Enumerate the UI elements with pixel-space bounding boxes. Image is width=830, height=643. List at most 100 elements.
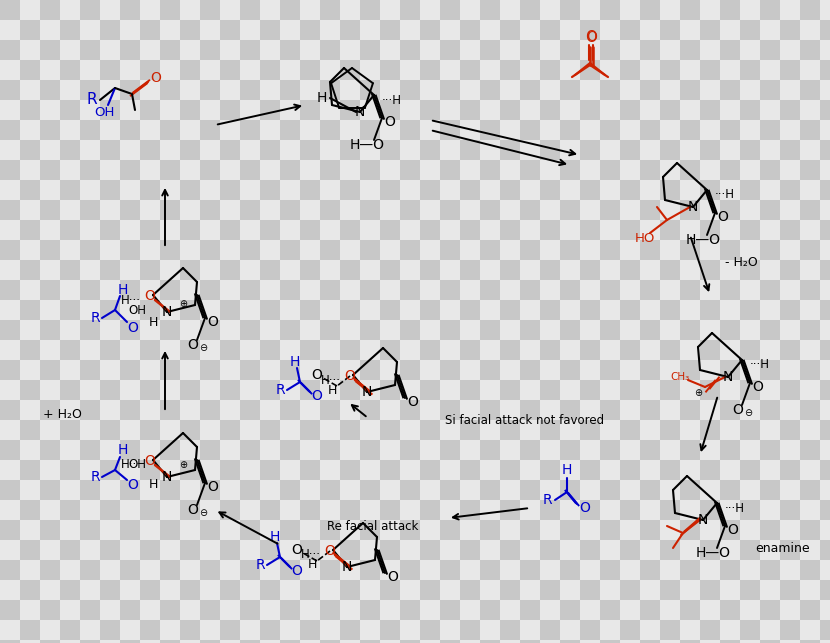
Bar — [200, 260, 220, 280]
Bar — [800, 380, 820, 400]
Bar — [540, 260, 560, 280]
Bar — [140, 640, 160, 643]
Bar — [280, 20, 300, 40]
Bar — [600, 240, 620, 260]
Text: O: O — [408, 395, 418, 409]
Bar — [140, 440, 160, 460]
Bar — [620, 620, 640, 640]
Bar — [780, 80, 800, 100]
Bar — [240, 380, 260, 400]
Bar — [220, 260, 240, 280]
Bar — [60, 380, 80, 400]
Bar — [480, 40, 500, 60]
Bar — [740, 200, 760, 220]
Bar — [700, 320, 720, 340]
Bar — [120, 300, 140, 320]
Bar — [320, 0, 340, 20]
Text: ⊖: ⊖ — [744, 408, 752, 418]
Bar — [300, 640, 320, 643]
Bar — [0, 480, 20, 500]
Bar — [60, 440, 80, 460]
Bar — [720, 60, 740, 80]
Bar — [0, 360, 20, 380]
Bar — [660, 300, 680, 320]
Bar — [80, 260, 100, 280]
Bar — [620, 580, 640, 600]
Bar — [60, 560, 80, 580]
Bar — [320, 480, 340, 500]
Bar — [800, 220, 820, 240]
Bar — [360, 620, 380, 640]
Bar — [680, 600, 700, 620]
Bar — [340, 460, 360, 480]
Bar — [700, 620, 720, 640]
Bar — [660, 200, 680, 220]
Bar — [40, 160, 60, 180]
Bar — [460, 100, 480, 120]
Bar — [320, 220, 340, 240]
Bar — [320, 180, 340, 200]
Bar — [580, 340, 600, 360]
Bar — [0, 640, 20, 643]
Bar — [560, 260, 580, 280]
Bar — [360, 420, 380, 440]
Bar — [780, 380, 800, 400]
Bar — [520, 600, 540, 620]
Bar — [500, 160, 520, 180]
Bar — [480, 460, 500, 480]
Bar — [20, 480, 40, 500]
Bar — [160, 400, 180, 420]
Bar — [200, 140, 220, 160]
Bar — [80, 360, 100, 380]
Bar — [480, 0, 500, 20]
Bar — [240, 420, 260, 440]
Bar — [820, 260, 830, 280]
Bar — [600, 340, 620, 360]
Bar — [820, 80, 830, 100]
Bar — [420, 380, 440, 400]
Bar — [260, 600, 280, 620]
Bar — [100, 140, 120, 160]
Bar — [280, 640, 300, 643]
Bar — [60, 140, 80, 160]
Bar — [180, 260, 200, 280]
Bar — [160, 540, 180, 560]
Bar — [660, 600, 680, 620]
Bar — [0, 120, 20, 140]
Bar — [800, 460, 820, 480]
Bar — [380, 420, 400, 440]
Bar — [560, 480, 580, 500]
Bar — [60, 120, 80, 140]
Bar — [520, 400, 540, 420]
Bar — [660, 180, 680, 200]
Bar — [140, 520, 160, 540]
Bar — [400, 240, 420, 260]
Bar — [760, 560, 780, 580]
Bar — [420, 400, 440, 420]
Bar — [640, 60, 660, 80]
Bar — [140, 0, 160, 20]
Bar — [540, 220, 560, 240]
Bar — [440, 340, 460, 360]
Bar — [60, 460, 80, 480]
Bar — [40, 420, 60, 440]
Bar — [280, 600, 300, 620]
Bar — [260, 220, 280, 240]
Bar — [720, 520, 740, 540]
Bar — [740, 580, 760, 600]
Bar — [400, 180, 420, 200]
Bar — [180, 380, 200, 400]
Bar — [460, 580, 480, 600]
Bar — [20, 60, 40, 80]
Bar — [720, 220, 740, 240]
Bar — [200, 600, 220, 620]
Bar — [260, 360, 280, 380]
Bar — [680, 580, 700, 600]
Bar — [80, 340, 100, 360]
Bar — [520, 260, 540, 280]
Bar — [820, 480, 830, 500]
Bar — [460, 0, 480, 20]
Bar — [160, 160, 180, 180]
Bar — [40, 200, 60, 220]
Bar — [240, 540, 260, 560]
